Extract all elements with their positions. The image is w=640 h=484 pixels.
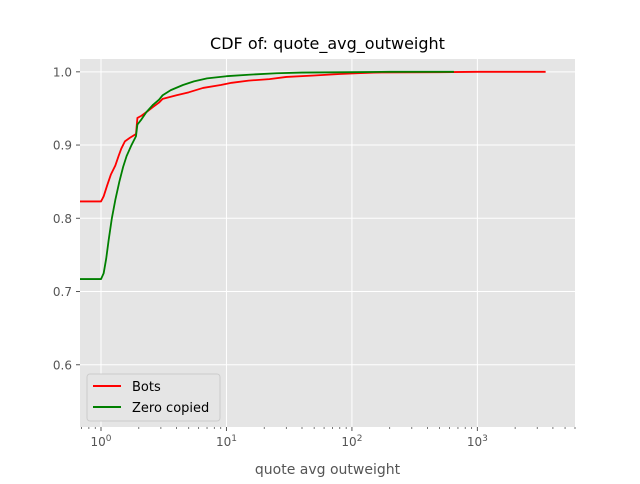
legend: Bots Zero copied (86, 373, 221, 422)
y-tick-label: 0.6 (53, 358, 72, 372)
x-tick-label: 100 (91, 434, 112, 449)
y-tick-label: 0.9 (53, 139, 72, 153)
x-axis-label: quote avg outweight (255, 462, 401, 478)
y-tick-label: 0.7 (53, 285, 72, 299)
y-tick-label: 0.8 (53, 212, 72, 226)
series-line-bots (80, 70, 546, 203)
x-tick-label: 103 (467, 434, 488, 449)
x-ticks: 100 101 102 103 (91, 427, 488, 449)
legend-label-zero-copied: Zero copied (132, 401, 209, 416)
x-tick-label: 102 (341, 434, 362, 449)
legend-label-bots: Bots (132, 380, 161, 395)
series-lines (80, 70, 546, 280)
chart-title: CDF of: quote_avg_outweight (210, 34, 445, 54)
minor-ticks (81, 427, 576, 429)
series-line-zero-copied (80, 70, 454, 280)
x-tick-label: 101 (216, 434, 237, 449)
plot-background (80, 59, 575, 427)
y-tick-label: 1.0 (53, 65, 72, 79)
y-ticks: 0.6 0.7 0.8 0.9 1.0 (53, 65, 80, 372)
